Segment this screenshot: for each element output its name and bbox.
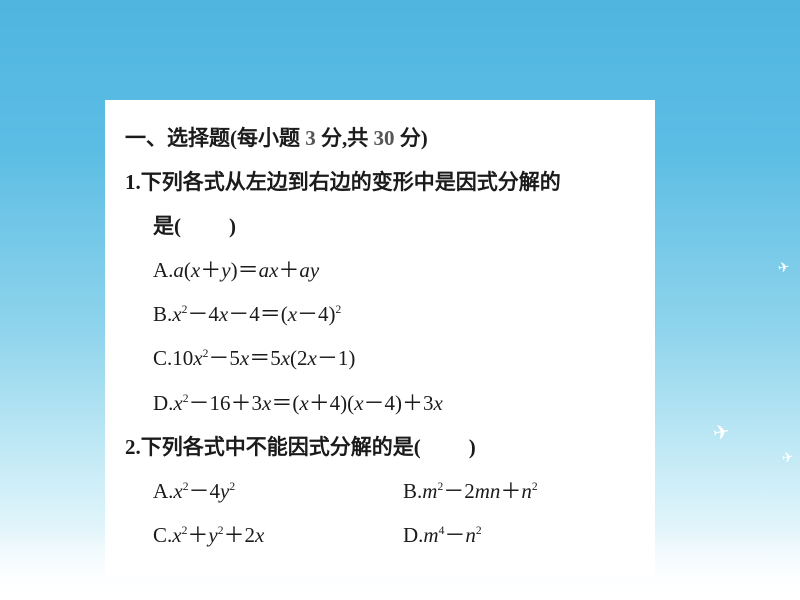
q2-options-row2: C.x2＋y2＋2x D.m4－n2 [125, 513, 635, 557]
q2-options-row1: A.x2－4y2 B.m2－2mn＋n2 [125, 469, 635, 513]
option-label: D. [403, 523, 423, 547]
option-label: A. [153, 258, 173, 282]
option-label: C. [153, 523, 172, 547]
q2-number: 2. [125, 435, 141, 459]
q2-option-c: C.x2＋y2＋2x [153, 513, 403, 557]
section-header-prefix: 一、选择题(每小题 [125, 126, 305, 150]
option-label: D. [153, 391, 173, 415]
q2-option-b: B.m2－2mn＋n2 [403, 469, 635, 513]
q1-stem-text-2: 是 [153, 214, 174, 238]
q2-option-d: D.m4－n2 [403, 513, 635, 557]
question-card: 一、选择题(每小题 3 分,共 30 分) 1.下列各式从左边到右边的变形中是因… [105, 100, 655, 577]
points-total: 30 [374, 126, 395, 150]
q1-stem-line1: 1.下列各式从左边到右边的变形中是因式分解的 [125, 160, 635, 204]
q1-option-c: C.10x2－5x＝5x(2x－1) [125, 336, 635, 380]
points-each: 3 [305, 126, 316, 150]
option-label: B. [403, 479, 422, 503]
q2-stem-text: 下列各式中不能因式分解的是 [141, 435, 414, 459]
q1-option-d: D.x2－16＋3x＝(x＋4)(x－4)＋3x [125, 381, 635, 425]
q2-blank: ( ) [414, 435, 478, 459]
option-label: C. [153, 346, 172, 370]
q1-option-a: A.a(x＋y)＝ax＋ay [125, 248, 635, 292]
option-label: A. [153, 479, 173, 503]
q1-stem-line2: 是( ) [125, 204, 635, 248]
q1-blank: ( ) [174, 214, 238, 238]
q1-stem-text-1: 下列各式从左边到右边的变形中是因式分解的 [141, 170, 561, 194]
q2-stem: 2.下列各式中不能因式分解的是( ) [125, 425, 635, 469]
option-math: a [173, 258, 184, 282]
section-header: 一、选择题(每小题 3 分,共 30 分) [125, 116, 635, 160]
section-header-mid: 分,共 [316, 126, 374, 150]
q1-option-b: B.x2－4x－4＝(x－4)2 [125, 292, 635, 336]
q1-number: 1. [125, 170, 141, 194]
section-header-suffix: 分) [395, 126, 428, 150]
option-label: B. [153, 302, 172, 326]
q2-option-a: A.x2－4y2 [153, 469, 403, 513]
